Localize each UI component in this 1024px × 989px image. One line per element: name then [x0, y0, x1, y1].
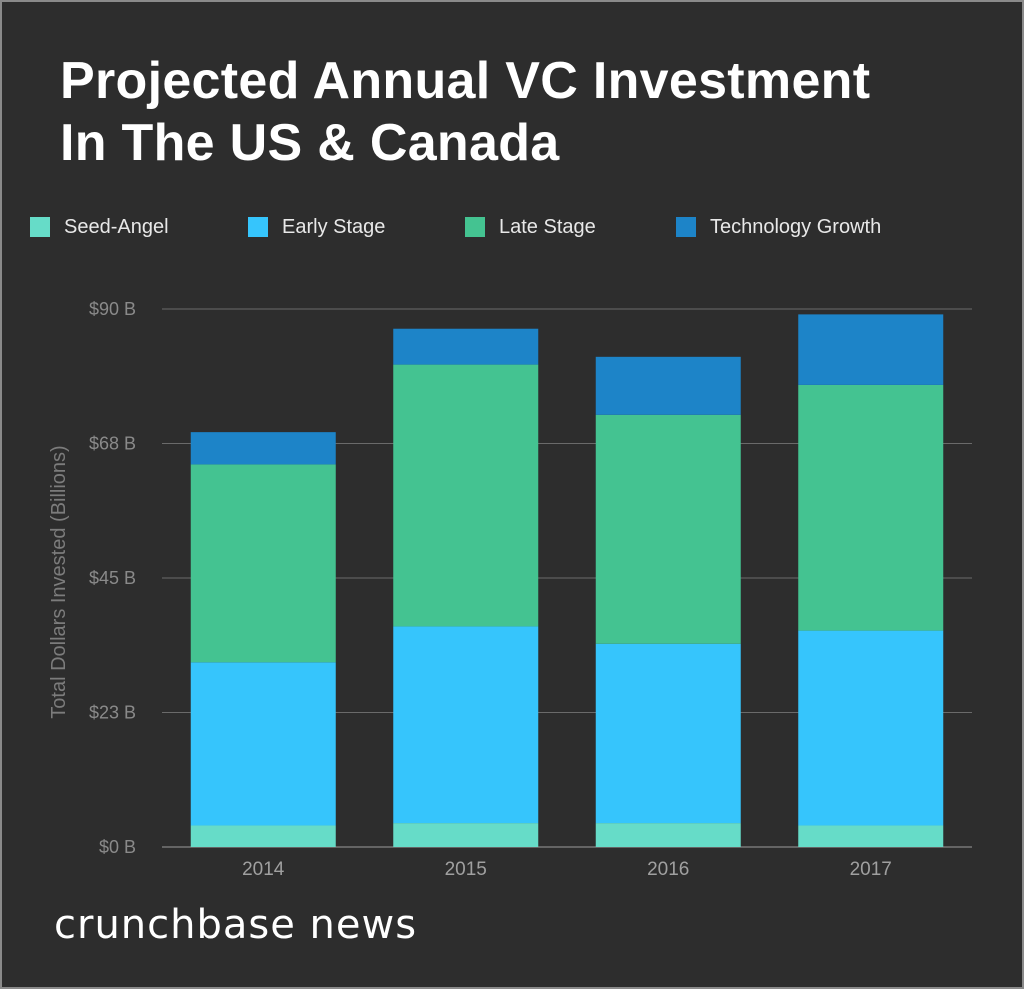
bar-2015-late-stage — [393, 364, 539, 627]
legend-label-seed-angel: Seed-Angel — [64, 215, 169, 238]
y-tick-label: $0 B — [99, 837, 136, 857]
bar-2015-seed-angel — [393, 823, 539, 847]
bar-2014-technology-growth — [190, 432, 336, 465]
legend-swatch-seed-angel — [30, 217, 50, 237]
legend-swatch-late-stage — [465, 217, 485, 237]
y-tick-label: $90 B — [89, 299, 136, 319]
title-line-1: Projected Annual VC Investment — [60, 52, 871, 110]
legend-swatch-technology-growth — [676, 217, 696, 237]
bar-2017-seed-angel — [798, 825, 944, 847]
legend-swatch-early-stage — [248, 217, 268, 237]
brand-logo: crunchbase news — [54, 902, 418, 948]
bar-2014-early-stage — [190, 662, 336, 826]
bar-2014-late-stage — [190, 464, 336, 663]
bar-2017-early-stage — [798, 630, 944, 826]
bar-2017-technology-growth — [798, 314, 944, 385]
bar-2016-seed-angel — [595, 823, 741, 847]
x-axis-ticks: 2014 2015 2016 2017 — [242, 859, 892, 880]
legend-item-early-stage: Early Stage — [248, 212, 385, 242]
x-tick-label-2016: 2016 — [647, 859, 689, 880]
bar-2017-late-stage — [798, 384, 944, 631]
title-line-2: In The US & Canada — [60, 114, 560, 172]
y-tick-label: $23 B — [89, 703, 136, 723]
y-axis-title: Total Dollars Invested (Billions) — [48, 445, 70, 718]
bar-2014-seed-angel — [190, 825, 336, 847]
bars — [190, 314, 944, 847]
legend-item-late-stage: Late Stage — [465, 212, 596, 242]
y-tick-label: $45 B — [89, 568, 136, 588]
x-tick-label-2017: 2017 — [850, 859, 892, 880]
legend-item-technology-growth: Technology Growth — [676, 212, 881, 242]
legend-label-late-stage: Late Stage — [499, 215, 596, 238]
bar-2016-early-stage — [595, 643, 741, 824]
x-tick-label-2015: 2015 — [445, 859, 487, 880]
y-axis-ticks: $0 B $23 B $45 B $68 B $90 B — [89, 299, 136, 857]
legend-label-technology-growth: Technology Growth — [710, 215, 882, 238]
legend: Seed-Angel Early Stage Late Stage Techno… — [30, 212, 1010, 242]
bar-2015-technology-growth — [393, 328, 539, 365]
bar-2016-technology-growth — [595, 356, 741, 415]
legend-label-early-stage: Early Stage — [282, 215, 386, 238]
x-tick-label-2014: 2014 — [242, 859, 285, 880]
legend-item-seed-angel: Seed-Angel — [30, 212, 169, 242]
chart-title: Projected Annual VC Investment In The US… — [60, 50, 870, 174]
bar-2016-late-stage — [595, 414, 741, 644]
bar-2015-early-stage — [393, 626, 539, 824]
y-tick-label: $68 B — [89, 434, 136, 454]
